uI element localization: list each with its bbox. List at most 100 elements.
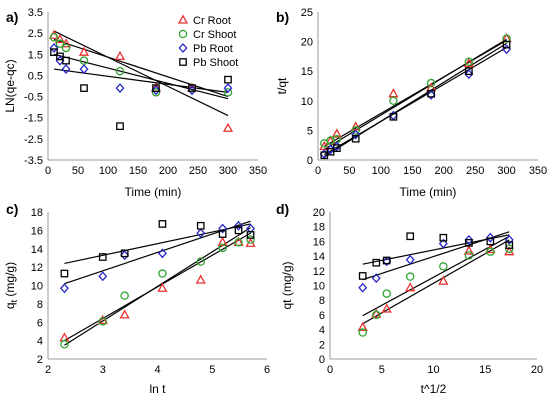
x-tick-label: 100 bbox=[372, 165, 390, 177]
data-point bbox=[388, 88, 399, 98]
data-point bbox=[61, 64, 71, 75]
data-point bbox=[98, 253, 107, 261]
legend-label: Cr Shoot bbox=[193, 29, 236, 41]
trend-line bbox=[53, 68, 229, 93]
data-point bbox=[504, 246, 515, 256]
y-tick-label: 16 bbox=[31, 225, 43, 237]
data-point bbox=[371, 273, 381, 284]
panel-c: 2 3 4 5 6 2 4 6 8 10 12 14 16 18 ln t qt (mg/g) c) bbox=[3, 201, 270, 396]
y-axis-title: qt (mg/g) bbox=[3, 262, 19, 309]
data-point bbox=[59, 332, 70, 342]
trend-line bbox=[323, 47, 507, 156]
data-point bbox=[62, 56, 70, 65]
y-tick-label: 0.5 bbox=[28, 70, 43, 82]
data-point bbox=[98, 271, 108, 282]
data-point bbox=[372, 258, 381, 267]
panel-label: b) bbox=[276, 9, 289, 25]
x-tick-label: 20 bbox=[531, 364, 543, 376]
legend-marker bbox=[179, 58, 187, 66]
y-tick-label: 0 bbox=[319, 354, 325, 366]
x-tick-label: 200 bbox=[159, 165, 177, 177]
data-point bbox=[486, 247, 495, 256]
y-tick-label: 12 bbox=[313, 266, 325, 278]
data-point bbox=[464, 69, 474, 80]
x-tick-label: 0 bbox=[315, 165, 321, 177]
panel-label: d) bbox=[276, 201, 289, 217]
data-point bbox=[224, 75, 232, 84]
trend-line bbox=[362, 234, 510, 265]
data-point bbox=[55, 39, 65, 48]
data-point bbox=[246, 235, 255, 244]
x-tick-label: 6 bbox=[264, 364, 270, 376]
y-tick-label: 12 bbox=[31, 262, 43, 274]
y-tick-label: 18 bbox=[313, 222, 325, 234]
y-axis-title: qt (mg/g) bbox=[280, 261, 294, 309]
data-point bbox=[157, 282, 168, 292]
y-tick-label: 4 bbox=[37, 336, 43, 348]
data-point bbox=[382, 256, 391, 265]
x-tick-label: 100 bbox=[99, 165, 117, 177]
data-point bbox=[196, 228, 206, 239]
data-point bbox=[60, 269, 69, 278]
data-point bbox=[372, 310, 381, 320]
data-point bbox=[439, 262, 448, 271]
y-tick-label: 20 bbox=[301, 37, 313, 49]
data-point bbox=[61, 43, 71, 53]
data-point bbox=[54, 33, 66, 44]
y-tick-label: 6 bbox=[319, 310, 325, 322]
data-point bbox=[389, 96, 398, 106]
x-tick-label: 50 bbox=[343, 165, 355, 177]
data-point bbox=[116, 122, 124, 131]
data-point bbox=[331, 128, 342, 138]
data-point bbox=[195, 274, 206, 284]
x-tick-label: 3 bbox=[100, 364, 106, 376]
y-tick-label: 25 bbox=[301, 7, 313, 19]
y-tick-label: 8 bbox=[37, 299, 43, 311]
data-point bbox=[439, 233, 448, 242]
data-point bbox=[502, 34, 511, 43]
y-tick-label: 2 bbox=[37, 354, 43, 366]
legend-label: Pb Shoot bbox=[193, 57, 238, 69]
data-point bbox=[463, 57, 474, 68]
data-point bbox=[234, 226, 243, 235]
data-point bbox=[504, 234, 514, 245]
x-tick-label: 0 bbox=[327, 364, 333, 376]
data-point bbox=[79, 64, 89, 75]
y-tick-label: 14 bbox=[31, 244, 43, 256]
panel-d: 0 5 10 15 20 0 2 4 6 8 10 12 14 16 18 20 t^1/2 qt (mg/g) d… bbox=[276, 201, 543, 396]
y-tick-label: 20 bbox=[313, 207, 325, 219]
y-tick-label: 5 bbox=[307, 125, 313, 137]
x-tick-label: 250 bbox=[189, 165, 207, 177]
trend-line bbox=[53, 53, 229, 100]
y-tick-label: 8 bbox=[319, 295, 325, 307]
data-point bbox=[351, 134, 360, 143]
data-point bbox=[50, 48, 58, 57]
data-point bbox=[196, 257, 206, 266]
data-point bbox=[427, 89, 435, 98]
data-point bbox=[381, 303, 392, 313]
y-tick-label: 15 bbox=[301, 66, 313, 78]
x-tick-label: 300 bbox=[219, 165, 237, 177]
y-axis-title: t/qt bbox=[275, 77, 289, 94]
data-point bbox=[426, 89, 436, 100]
data-point bbox=[485, 232, 495, 243]
y-tick-label: 16 bbox=[313, 236, 325, 248]
data-point bbox=[152, 84, 160, 92]
x-tick-label: 350 bbox=[249, 165, 267, 177]
data-point bbox=[115, 83, 125, 94]
y-axis-title: LN(qe-qc) bbox=[3, 59, 17, 112]
data-point bbox=[326, 136, 335, 145]
data-point bbox=[56, 52, 64, 61]
data-point bbox=[196, 221, 205, 230]
data-point bbox=[438, 275, 449, 285]
legend-label: Pb Root bbox=[193, 43, 233, 55]
y-tick-label: 18 bbox=[31, 207, 43, 219]
y-tick-label: -1.5 bbox=[24, 113, 43, 125]
data-point bbox=[234, 238, 243, 247]
data-point bbox=[351, 129, 361, 140]
data-point bbox=[158, 269, 167, 278]
x-tick-label: 4 bbox=[154, 364, 160, 376]
data-point bbox=[357, 321, 368, 332]
data-point bbox=[371, 308, 382, 318]
